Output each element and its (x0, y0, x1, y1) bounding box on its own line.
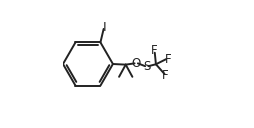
Text: O: O (132, 57, 141, 70)
Text: F: F (165, 53, 171, 66)
Text: F: F (151, 44, 158, 57)
Text: S: S (143, 60, 150, 73)
Text: I: I (102, 20, 106, 34)
Text: F: F (162, 69, 169, 82)
